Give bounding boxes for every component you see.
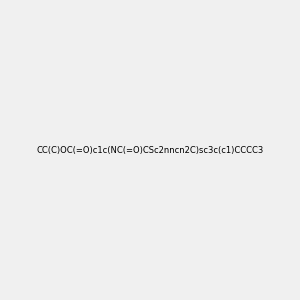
Text: CC(C)OC(=O)c1c(NC(=O)CSc2nncn2C)sc3c(c1)CCCC3: CC(C)OC(=O)c1c(NC(=O)CSc2nncn2C)sc3c(c1)… xyxy=(36,146,264,154)
